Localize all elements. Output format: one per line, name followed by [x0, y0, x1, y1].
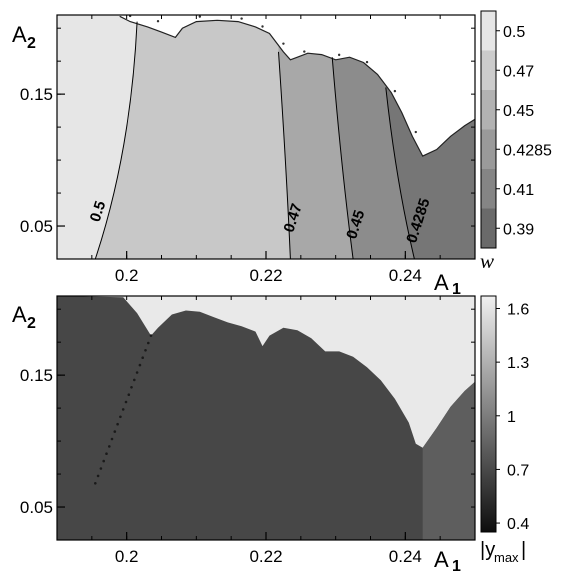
bottom-dotted-line-point: [116, 422, 119, 426]
bottom-y-axis-label: A 2: [12, 302, 36, 332]
top-boundary-speck: [282, 42, 285, 45]
top-y-label-main: A: [12, 22, 27, 47]
top-colorbar-block: [481, 129, 496, 169]
bottom-dotted-line-point: [105, 452, 108, 456]
bottom-y-tick-label: 0.15: [20, 366, 53, 385]
top-region-unbounded: [119, 15, 475, 156]
bottom-x-tick-label: 0.22: [249, 547, 282, 566]
top-region-w-0.47: [95, 20, 291, 259]
top-y-tick-label: 0.15: [20, 85, 53, 104]
top-colorbar: 0.5 0.47 0.45 0.4285 0.41 0.39 w: [480, 10, 552, 273]
top-x-label-main: A: [434, 270, 449, 295]
bottom-colorbar-tick-label: 1.3: [507, 355, 529, 372]
bottom-x-tick-label: 0.24: [389, 547, 422, 566]
top-x-axis-label: A 1: [434, 270, 461, 298]
top-x-tick-label: 0.2: [115, 266, 139, 285]
bottom-dotted-line-point: [119, 415, 122, 419]
bottom-dotted-line-point: [147, 341, 150, 345]
top-colorbar-tick-label: 0.47: [503, 63, 534, 80]
bottom-plot-area: 0.2 0.22 0.24 0.05 0.15: [20, 295, 476, 566]
bottom-dotted-line-point: [110, 437, 114, 441]
top-boundary-speck: [414, 130, 417, 134]
top-boundary-speck: [240, 17, 243, 20]
bottom-dotted-line-point: [149, 334, 153, 337]
bottom-dotted-line-point: [133, 378, 136, 382]
bottom-dotted-line-point: [135, 371, 139, 374]
top-colorbar-tick-label: 0.45: [503, 103, 534, 120]
bottom-x-tick-label: 0.2: [115, 547, 139, 566]
top-contour-line: [331, 57, 354, 260]
top-boundary-speck: [156, 20, 160, 23]
bottom-dotted-line-point: [96, 474, 100, 478]
top-region-w-0.41: [385, 85, 475, 260]
bottom-colorbar-tick-label: 1: [507, 409, 516, 426]
bottom-dotted-line-point: [113, 430, 117, 433]
bottom-region-low: [57, 296, 475, 540]
bottom-colorbar: 1.6 1.3 1 0.7 0.4 |y max |: [480, 295, 529, 565]
bottom-dotted-line-point: [141, 356, 144, 360]
top-contour-line: [385, 87, 415, 260]
top-y-axis-label: A 2: [12, 22, 36, 52]
top-panel: 0.5 0.47 0.45 0.4285 0.2 0.22 0.24 0.05 0.15 A …: [12, 10, 552, 298]
top-contour-line: [278, 51, 291, 260]
top-region-w-0.45: [278, 45, 354, 259]
bottom-dotted-line-point: [108, 445, 111, 448]
bottom-colorbar-label: |y max |: [480, 539, 526, 565]
bottom-dotted-line-point: [127, 393, 131, 397]
bottom-colorbar-tick-label: 0.4: [507, 516, 529, 533]
bottom-colorbar-tick-label: 0.7: [507, 462, 529, 479]
bottom-dotted-line-point: [99, 467, 103, 470]
top-contour-label: 0.5: [87, 199, 110, 224]
top-x-tick-label: 0.22: [249, 266, 282, 285]
top-colorbar-block: [481, 208, 496, 248]
top-contour-line: [94, 21, 138, 260]
top-colorbar-label: w: [480, 249, 494, 273]
top-colorbar-block: [481, 90, 496, 130]
top-colorbar-block: [481, 169, 496, 209]
bottom-colorbar-label-end: |: [521, 539, 526, 561]
top-boundary-speck: [303, 50, 306, 53]
bottom-dotted-line-point: [130, 386, 133, 389]
top-y-tick-label: 0.05: [20, 217, 53, 236]
top-plot-area: 0.5 0.47 0.45 0.4285 0.2 0.22 0.240.050.15: [20, 14, 476, 285]
bottom-colorbar-gradient: [480, 295, 497, 533]
bottom-dotted-line-point: [121, 408, 125, 411]
top-x-tick-label: 0.24: [389, 266, 422, 285]
bottom-x-label-main: A: [434, 547, 449, 572]
bottom-colorbar-label-sub: max: [494, 550, 519, 565]
top-x-label-sub: 1: [452, 281, 461, 298]
bottom-y-label-sub: 2: [27, 315, 36, 332]
bottom-region-right: [422, 381, 475, 540]
top-colorbar-block: [481, 50, 496, 90]
top-boundary-line: [119, 15, 476, 157]
top-boundary-speck: [198, 15, 202, 18]
bottom-y-label-main: A: [12, 302, 27, 327]
bottom-dotted-line-point: [144, 349, 147, 352]
bottom-dotted-line-point: [124, 400, 128, 404]
bottom-dotted-line-point: [94, 482, 97, 485]
top-boundary-speck: [365, 60, 369, 64]
top-colorbar-frame: [480, 10, 497, 249]
top-boundary-speck: [337, 53, 341, 57]
top-colorbar-tick-label: 0.5: [503, 24, 525, 41]
bottom-dotted-line-point: [138, 363, 142, 367]
top-y-label-sub: 2: [27, 35, 36, 52]
bottom-colorbar-tick-label: 1.6: [507, 302, 529, 319]
bottom-x-axis-label: A 1: [434, 547, 461, 575]
top-region-w-0.5: [57, 15, 138, 259]
top-colorbar-tick-label: 0.4285: [503, 142, 552, 159]
bottom-panel: 0.2 0.22 0.24 0.05 0.15 A 2 A 1 1.6 1.3 1 0.7 0.…: [12, 295, 529, 575]
top-boundary-speck: [393, 89, 397, 93]
bottom-y-tick-label: 0.05: [20, 498, 53, 517]
top-boundary-speck: [261, 25, 264, 28]
top-colorbar-tick-label: 0.39: [503, 221, 534, 238]
top-colorbar-block: [481, 11, 496, 51]
top-colorbar-tick-label: 0.41: [503, 182, 534, 199]
top-region-w-0.4285: [332, 57, 415, 260]
bottom-colorbar-label-main: |y: [480, 539, 495, 561]
bottom-dotted-line-point: [102, 459, 105, 463]
bottom-x-label-sub: 1: [452, 558, 461, 573]
